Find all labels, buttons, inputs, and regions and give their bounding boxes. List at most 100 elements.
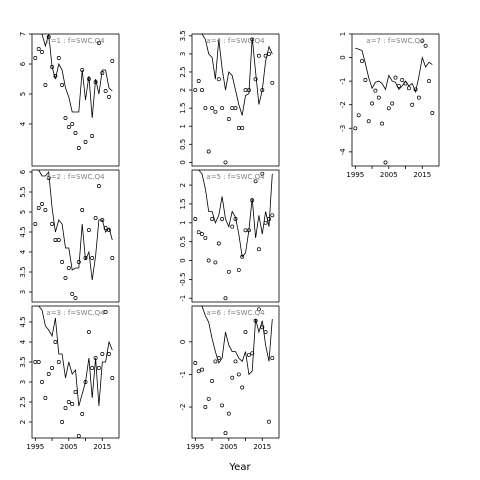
panel-4-fit-line: [195, 34, 273, 116]
panel-1-point-4: [43, 83, 48, 87]
panel-7-point-18: [410, 102, 415, 107]
panel-4-point-23: [267, 51, 271, 56]
panel-2-point-14: [76, 260, 81, 264]
panel-4-point-20: [256, 53, 261, 58]
panel-4-point-7: [213, 109, 218, 114]
panel-4-ytick-label-2: 0.5: [179, 139, 187, 150]
panel-5-ytick-label-7: 2: [179, 183, 187, 187]
panel-1-point-22: [103, 89, 108, 93]
panel-6-point-15: [240, 385, 245, 390]
panel-4: a=4 : f=SWC.Q4 0 0.5 1 1.5 2 2.5 3 3.5: [179, 30, 280, 167]
panel-6-point-24: [270, 356, 275, 361]
panel-6-xtick-label-2: 2005: [220, 443, 238, 451]
panel-6-ytick-label-1: -2: [179, 404, 187, 411]
panel-7-point-14: [396, 83, 401, 88]
panel-6-point-7: [213, 359, 218, 364]
panel-6-point-13: [233, 359, 238, 364]
panel-6-point-10: [223, 431, 228, 436]
panel-7-point-4: [363, 78, 368, 82]
panel-2-frame: [31, 169, 120, 303]
panel-3-point-3: [40, 380, 44, 384]
panel-6-point-11: [226, 411, 231, 416]
panel-2-point-15: [80, 208, 85, 212]
panel-3-xtick-label-1: 1995: [26, 443, 44, 451]
panel-6-xtick-label-3: 2015: [253, 443, 271, 451]
panel-7-fit-line: [355, 47, 433, 94]
panel-6-fit-line: [195, 306, 273, 376]
panel-3-xtick-label-3: 2015: [93, 443, 111, 451]
panel-5-point-19: [253, 179, 258, 184]
panel-1-point-1: [33, 56, 38, 60]
panel-7-frame: [351, 33, 440, 167]
panel-5-ytick-label-6: 1.5: [179, 198, 187, 209]
panel-2-point-1: [33, 222, 38, 226]
panel-6-point-3: [200, 367, 204, 372]
panel-3-ytick-label-6: 4.5: [19, 316, 27, 327]
panel-4-title: a=4 : f=SWC.Q4: [206, 37, 265, 45]
panel-3: a=3 : f=SWC.Q4 2 2.5 3 3.5 4 4.5 1995 2005 2015: [19, 305, 120, 451]
panel-6-point-16: [243, 330, 248, 335]
panel-2-ytick-label-1: 3: [19, 290, 27, 294]
panel-2-point-7: [53, 238, 58, 242]
panel-1-point-18: [90, 134, 95, 138]
panel-7-ytick-label-2: -3: [339, 125, 347, 132]
panel-1-point-3: [40, 50, 44, 54]
panel-6-title: a=6 : f=SWC.Q4: [206, 309, 265, 317]
panel-5-point-9: [220, 217, 225, 221]
panel-7-point-23: [427, 79, 431, 84]
panel-1-fit-line: [35, 34, 113, 119]
panel-5-ytick-label-4: 0.5: [179, 236, 187, 247]
panel-3-point-2: [36, 360, 41, 364]
panel-2-ytick-label-2: 3.5: [19, 266, 27, 277]
panel-3-ytick-label-4: 3.5: [19, 356, 27, 367]
panel-7-point-17: [406, 86, 411, 91]
panel-5-point-23: [267, 217, 271, 221]
panel-1-ytick-label-1: 4: [19, 121, 27, 126]
panel-6-point-12: [230, 375, 235, 380]
panel-6-point-20: [256, 307, 261, 312]
panel-5-point-20: [256, 247, 261, 252]
panel-4-frame: [191, 33, 280, 167]
panel-7-xtick-label-1: 1995: [346, 171, 364, 179]
panel-1-point-19: [93, 80, 98, 84]
panel-5-point-6: [210, 217, 215, 221]
panel-4-point-8: [216, 77, 221, 82]
panel-1-point-20: [96, 41, 101, 45]
panel-1: a=1 : f=SWC.Q4 4 5 6 7: [19, 32, 120, 167]
panel-4-point-24: [270, 80, 275, 85]
panel-1-point-12: [70, 122, 75, 126]
panel-6-point-21: [260, 325, 265, 330]
panel-7-point-2: [356, 113, 361, 118]
panel-5-point-15: [240, 254, 245, 259]
panel-6-ytick-label-3: 0: [179, 340, 187, 344]
panel-3-point-5: [46, 372, 51, 376]
panel-3-point-11: [66, 400, 71, 404]
panel-4-point-10: [223, 160, 228, 165]
panel-5-point-4: [203, 235, 208, 240]
panel-7-ytick-label-1: -4: [339, 148, 347, 156]
panel-2-ytick-label-5: 5: [19, 210, 27, 214]
panel-1-point-11: [66, 125, 71, 129]
panel-2-point-11: [66, 266, 71, 270]
panel-7-xtick-label-2: 2005: [380, 171, 398, 179]
panel-1-point-15: [80, 68, 85, 72]
panel-1-point-23: [107, 95, 111, 99]
panel-2-point-6: [50, 222, 55, 226]
panel-1-point-10: [63, 116, 68, 120]
panel-2-point-22: [103, 226, 108, 230]
panel-7-point-5: [366, 119, 371, 124]
panel-5-fit-line: [195, 170, 273, 258]
panel-3-ytick-label-3: 3: [19, 380, 27, 384]
panel-2-fit-line: [35, 170, 113, 281]
panel-4-point-15: [240, 126, 245, 130]
panel-6-ytick-label-2: -1: [179, 371, 187, 378]
panel-6-point-9: [220, 403, 225, 408]
panel-4-point-18: [250, 37, 255, 42]
panel-2-point-21: [100, 218, 105, 222]
panel-3-point-22: [103, 310, 108, 314]
panel-2-point-9: [60, 260, 65, 264]
panel-7-point-6: [370, 101, 375, 106]
panel-3-point-21: [100, 352, 105, 356]
panel-3-point-16: [83, 380, 88, 384]
panel-2-ytick-label-6: 5.5: [19, 186, 27, 197]
